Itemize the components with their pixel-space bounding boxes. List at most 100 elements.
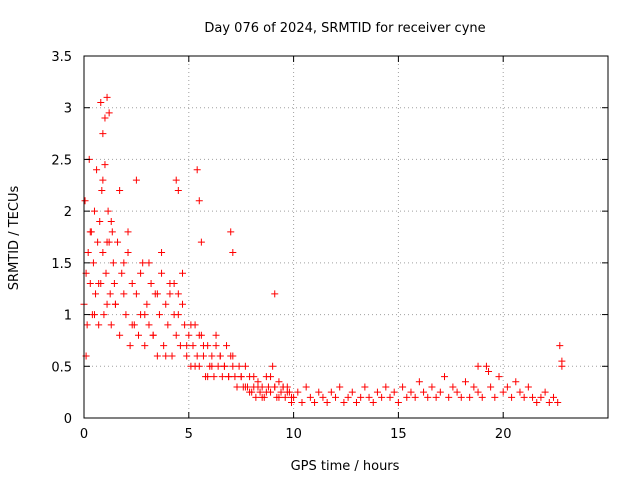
data-point (271, 290, 279, 298)
data-point (193, 352, 201, 360)
data-point (378, 393, 386, 401)
data-point (155, 311, 163, 319)
data-point (120, 259, 128, 267)
data-point (554, 398, 562, 406)
data-point (352, 398, 360, 406)
data-point (106, 290, 114, 298)
data-point (134, 331, 142, 339)
data-point (344, 393, 352, 401)
data-point (116, 186, 124, 194)
data-point (128, 321, 136, 329)
data-point (258, 393, 266, 401)
data-point (98, 186, 106, 194)
data-point (323, 398, 331, 406)
data-point (179, 269, 187, 277)
data-point (116, 331, 124, 339)
data-point (174, 186, 182, 194)
data-point (394, 398, 402, 406)
data-point (508, 393, 516, 401)
data-point (132, 176, 140, 184)
data-point (105, 109, 113, 117)
y-tick-label: 1 (64, 309, 72, 324)
data-point (158, 269, 166, 277)
x-tick-label: 5 (185, 427, 193, 442)
y-tick-label: 2 (64, 205, 72, 220)
data-point (445, 393, 453, 401)
data-point (143, 300, 151, 308)
data-point (340, 398, 348, 406)
data-point (137, 269, 145, 277)
y-tick-label: 3 (64, 102, 72, 117)
data-point (94, 238, 102, 246)
data-point (390, 388, 398, 396)
data-point (126, 342, 134, 350)
data-point (90, 311, 98, 319)
data-point (558, 357, 566, 365)
data-point (145, 321, 153, 329)
data-point (141, 342, 149, 350)
data-point (241, 362, 249, 370)
data-point (122, 311, 130, 319)
data-point (96, 217, 104, 225)
data-point (95, 321, 103, 329)
data-point (556, 342, 564, 350)
data-point (229, 362, 237, 370)
data-point (195, 331, 203, 339)
data-point (386, 393, 394, 401)
data-point (478, 393, 486, 401)
data-point (101, 161, 109, 169)
data-point (267, 373, 275, 381)
data-point (399, 383, 407, 391)
data-point (294, 388, 302, 396)
data-point (114, 238, 122, 246)
data-point (172, 331, 180, 339)
data-point (512, 378, 520, 386)
data-point (403, 393, 411, 401)
data-point (166, 280, 174, 288)
data-point (415, 378, 423, 386)
data-point (470, 383, 478, 391)
data-point (436, 388, 444, 396)
data-point (432, 393, 440, 401)
data-point (197, 238, 205, 246)
data-point (153, 352, 161, 360)
data-point (256, 388, 264, 396)
data-point (369, 398, 377, 406)
data-point (187, 321, 195, 329)
data-point (277, 388, 285, 396)
data-point (193, 166, 201, 174)
data-point (453, 388, 461, 396)
data-point (103, 93, 111, 101)
gridlines (84, 56, 608, 418)
data-point (166, 290, 174, 298)
data-point (103, 300, 111, 308)
data-point (185, 331, 193, 339)
data-point (541, 388, 549, 396)
data-point (210, 373, 218, 381)
data-point (191, 362, 199, 370)
data-point (160, 342, 168, 350)
data-point (229, 249, 237, 257)
data-point (225, 373, 233, 381)
data-point (109, 259, 117, 267)
data-point (195, 197, 203, 205)
data-point (332, 393, 340, 401)
data-point (181, 321, 189, 329)
data-point (306, 393, 314, 401)
data-point (336, 383, 344, 391)
y-tick-label: 1.5 (51, 257, 72, 272)
data-point (168, 352, 176, 360)
data-point (529, 393, 537, 401)
data-point (93, 166, 101, 174)
data-point (99, 176, 107, 184)
data-point (162, 352, 170, 360)
data-point (298, 398, 306, 406)
data-point (327, 388, 335, 396)
data-point (204, 373, 212, 381)
data-point (246, 388, 254, 396)
data-point (86, 280, 94, 288)
data-point (487, 383, 495, 391)
data-point (101, 114, 109, 122)
data-point (491, 393, 499, 401)
data-point (524, 383, 532, 391)
